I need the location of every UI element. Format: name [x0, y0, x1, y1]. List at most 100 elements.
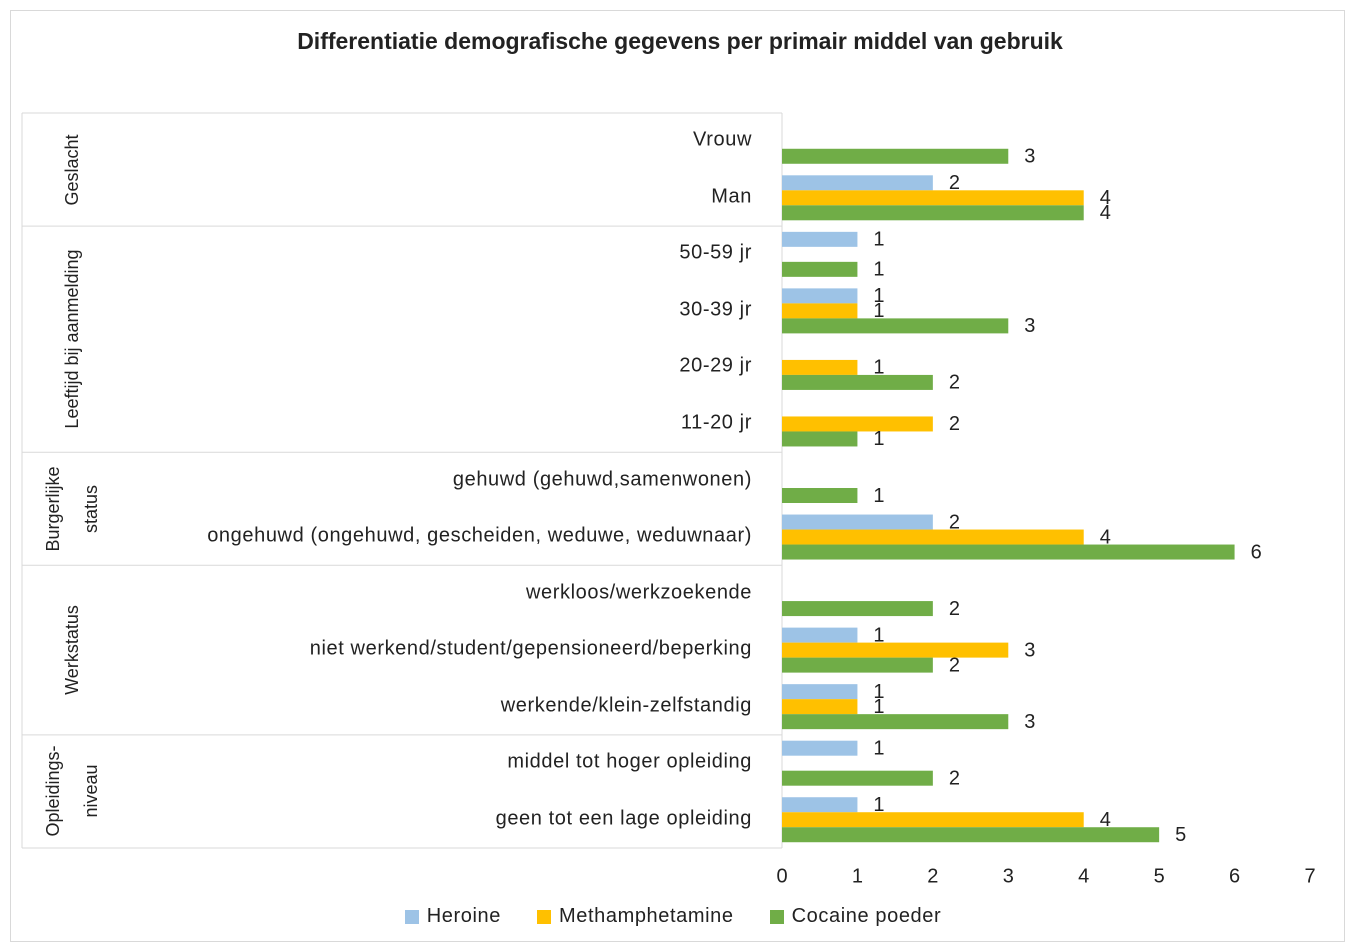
bar	[782, 231, 858, 247]
data-label: 4	[1100, 809, 1111, 831]
category-text: niet werkend/student/gepensioneerd/beper…	[309, 637, 752, 660]
legend-label: Cocaine poeder	[791, 905, 942, 927]
legend-swatch	[769, 909, 784, 924]
category-text: 20-29 jr	[679, 354, 752, 377]
bar	[782, 205, 1084, 221]
category-text: geen tot een lage opleiding	[495, 807, 752, 830]
data-label: 1	[873, 681, 884, 703]
x-tick-label: 6	[1229, 865, 1240, 887]
data-label: 1	[873, 696, 884, 718]
legend-swatch	[536, 909, 551, 924]
data-label: 6	[1251, 541, 1262, 563]
bar	[782, 359, 858, 375]
category-label: 20-29 jr	[679, 353, 752, 380]
data-label: 1	[873, 737, 884, 759]
legend-label: Heroine	[426, 905, 501, 927]
bar	[782, 318, 1009, 334]
x-tick-label: 2	[927, 865, 938, 887]
x-tick-label: 0	[776, 865, 787, 887]
category-label: 50-59 jr	[679, 240, 752, 267]
bar	[782, 514, 933, 530]
category-label: ongehuwd (ongehuwd, gescheiden, weduwe, …	[207, 523, 752, 550]
data-label: 1	[873, 624, 884, 646]
legend-label: Methamphetamine	[558, 905, 734, 927]
data-label: 4	[1100, 526, 1111, 548]
data-label: 1	[873, 485, 884, 507]
data-label: 3	[1024, 711, 1035, 733]
bar	[782, 431, 858, 447]
category-label: werkloos/werkzoekende	[526, 579, 752, 606]
bar	[782, 740, 858, 756]
group-label: Burgerlijke status	[43, 466, 101, 552]
category-label: Man	[711, 183, 752, 210]
category-text: Man	[711, 185, 752, 208]
bar	[782, 261, 858, 277]
bar	[782, 714, 1009, 730]
legend: Heroine Methamphetamine Cocaine poeder	[0, 905, 1346, 928]
category-text: Vrouw	[693, 128, 752, 151]
bar	[782, 488, 858, 503]
data-label: 5	[1175, 824, 1186, 846]
bar	[782, 190, 1084, 206]
bar	[782, 288, 858, 304]
data-label: 2	[949, 172, 960, 194]
bar	[782, 657, 933, 673]
category-label: werkende/klein-zelfstandig	[501, 692, 752, 719]
category-label: Vrouw	[693, 127, 752, 154]
category-label: 11-20 jr	[681, 409, 752, 436]
bar	[782, 812, 1084, 828]
data-label: 1	[873, 300, 884, 322]
bar	[782, 175, 933, 191]
bar	[782, 684, 858, 700]
category-label: 30-39 jr	[679, 296, 752, 323]
legend-swatch	[404, 909, 419, 924]
bar	[782, 544, 1235, 560]
category-label: geen tot een lage opleiding	[496, 805, 752, 832]
bar	[782, 303, 858, 319]
data-label: 2	[949, 654, 960, 676]
chart-title: Differentiatie demografische gegevens pe…	[297, 28, 1063, 54]
category-text: ongehuwd (ongehuwd, gescheiden, weduwe, …	[207, 524, 752, 547]
data-label: 2	[949, 413, 960, 435]
data-label: 1	[873, 428, 884, 450]
category-text: 11-20 jr	[680, 411, 752, 434]
data-label: 4	[1100, 187, 1111, 209]
group-label: Werkstatus	[62, 605, 82, 695]
bar	[782, 770, 933, 786]
data-label: 2	[949, 767, 960, 789]
data-label: 4	[1100, 202, 1111, 224]
category-text: 30-39 jr	[679, 298, 752, 321]
legend-item: Methamphetamine	[536, 905, 734, 928]
chart-frame	[10, 10, 1345, 942]
data-label: 2	[949, 372, 960, 394]
category-label: middel tot hoger opleiding	[507, 749, 752, 776]
bar	[782, 627, 858, 643]
x-tick-label: 4	[1078, 865, 1089, 887]
group-label: Geslacht	[62, 134, 82, 206]
group-label: Opleidings-niveau	[43, 745, 101, 837]
category-label: gehuwd (gehuwd,samenwonen)	[453, 466, 752, 493]
data-label: 1	[873, 794, 884, 816]
category-label: niet werkend/student/gepensioneerd/beper…	[310, 636, 752, 663]
data-label: 1	[873, 229, 884, 251]
group-label: Leeftijd bij aanmelding	[62, 249, 82, 429]
data-label: 2	[949, 598, 960, 620]
bar	[782, 416, 933, 432]
legend-item: Cocaine poeder	[769, 905, 942, 928]
bar	[782, 374, 933, 390]
bar	[782, 699, 858, 715]
x-tick-label: 7	[1304, 865, 1315, 887]
x-tick-label: 3	[1003, 865, 1014, 887]
bar	[782, 529, 1084, 545]
data-label: 1	[873, 259, 884, 281]
legend-item: Heroine	[404, 905, 501, 928]
bar	[782, 642, 1009, 658]
bar	[782, 601, 933, 617]
bar	[782, 827, 1160, 843]
category-text: middel tot hoger opleiding	[507, 750, 752, 773]
data-label: 1	[873, 357, 884, 379]
data-label: 1	[873, 285, 884, 307]
data-label: 2	[949, 511, 960, 533]
